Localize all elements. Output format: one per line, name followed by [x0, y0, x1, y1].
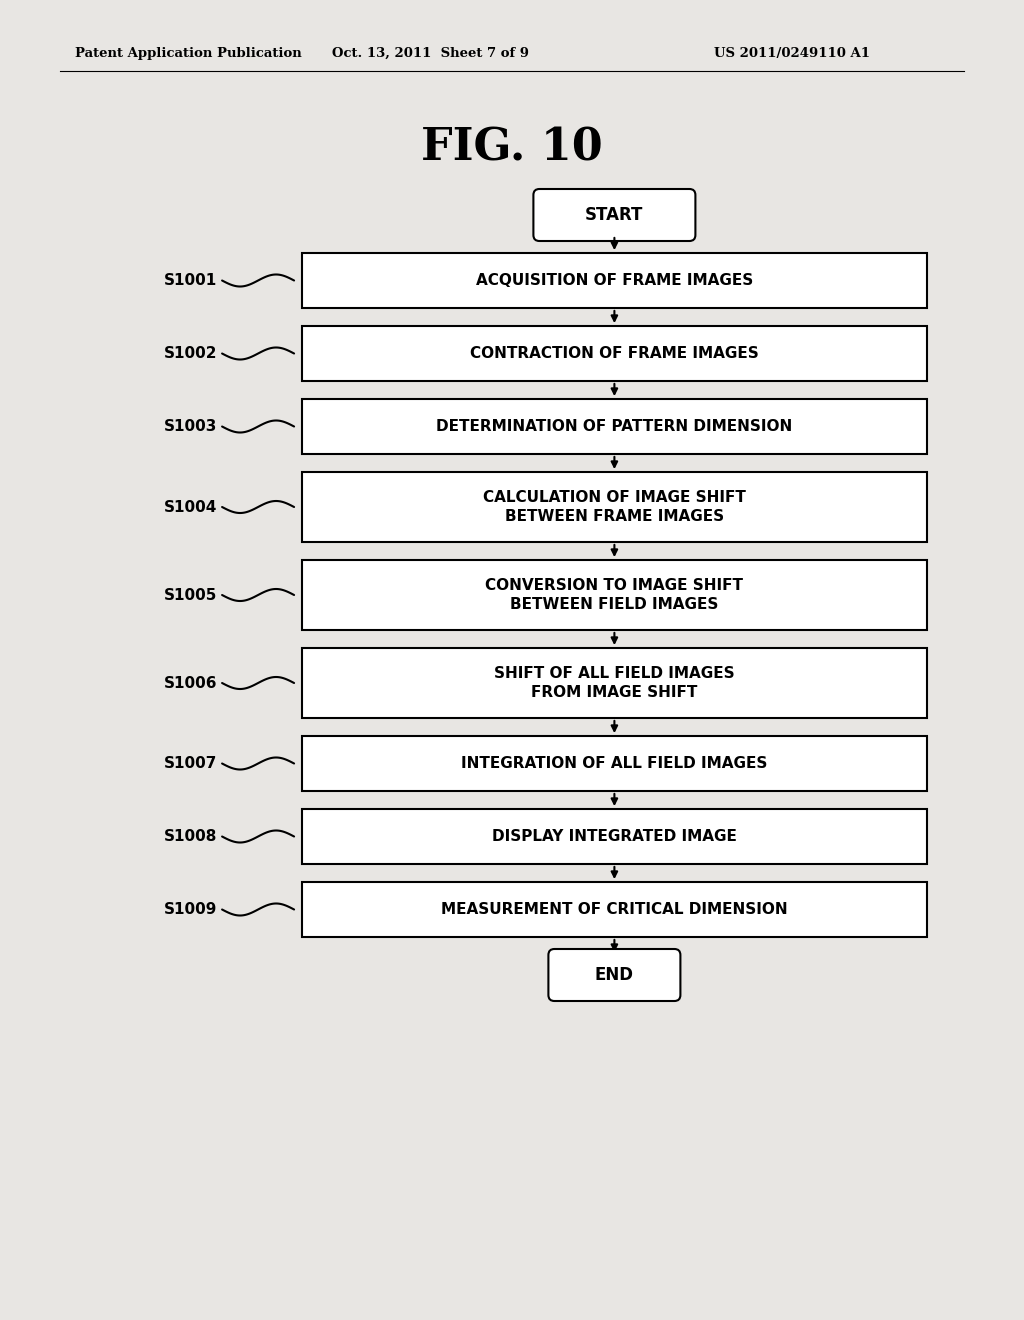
Text: Oct. 13, 2011  Sheet 7 of 9: Oct. 13, 2011 Sheet 7 of 9	[332, 46, 528, 59]
Text: MEASUREMENT OF CRITICAL DIMENSION: MEASUREMENT OF CRITICAL DIMENSION	[441, 902, 787, 917]
Text: CALCULATION OF IMAGE SHIFT
BETWEEN FRAME IMAGES: CALCULATION OF IMAGE SHIFT BETWEEN FRAME…	[483, 490, 745, 524]
Bar	[302, 326, 927, 381]
FancyBboxPatch shape	[549, 949, 680, 1001]
Text: US 2011/0249110 A1: US 2011/0249110 A1	[714, 46, 870, 59]
Text: S1007: S1007	[164, 756, 217, 771]
Bar	[302, 809, 927, 865]
Bar	[302, 399, 927, 454]
Bar	[302, 560, 927, 630]
Text: S1008: S1008	[164, 829, 217, 843]
Text: Patent Application Publication: Patent Application Publication	[75, 46, 302, 59]
Text: END: END	[595, 966, 634, 983]
Text: S1005: S1005	[164, 587, 217, 602]
Bar	[302, 473, 927, 543]
Text: DETERMINATION OF PATTERN DIMENSION: DETERMINATION OF PATTERN DIMENSION	[436, 418, 793, 434]
Bar	[302, 882, 927, 937]
FancyBboxPatch shape	[534, 189, 695, 242]
Text: START: START	[585, 206, 644, 224]
Text: S1006: S1006	[164, 676, 217, 690]
Text: FIG. 10: FIG. 10	[421, 127, 603, 169]
Text: ACQUISITION OF FRAME IMAGES: ACQUISITION OF FRAME IMAGES	[476, 273, 753, 288]
Text: CONTRACTION OF FRAME IMAGES: CONTRACTION OF FRAME IMAGES	[470, 346, 759, 360]
Text: S1001: S1001	[164, 273, 217, 288]
Text: CONVERSION TO IMAGE SHIFT
BETWEEN FIELD IMAGES: CONVERSION TO IMAGE SHIFT BETWEEN FIELD …	[485, 578, 743, 612]
Text: S1002: S1002	[164, 346, 217, 360]
Text: S1003: S1003	[164, 418, 217, 434]
Text: SHIFT OF ALL FIELD IMAGES
FROM IMAGE SHIFT: SHIFT OF ALL FIELD IMAGES FROM IMAGE SHI…	[495, 665, 734, 701]
Bar	[302, 648, 927, 718]
Text: S1009: S1009	[164, 902, 217, 917]
Text: DISPLAY INTEGRATED IMAGE: DISPLAY INTEGRATED IMAGE	[492, 829, 737, 843]
Text: INTEGRATION OF ALL FIELD IMAGES: INTEGRATION OF ALL FIELD IMAGES	[461, 756, 768, 771]
Text: S1004: S1004	[164, 499, 217, 515]
Bar	[302, 253, 927, 308]
Bar	[302, 737, 927, 791]
